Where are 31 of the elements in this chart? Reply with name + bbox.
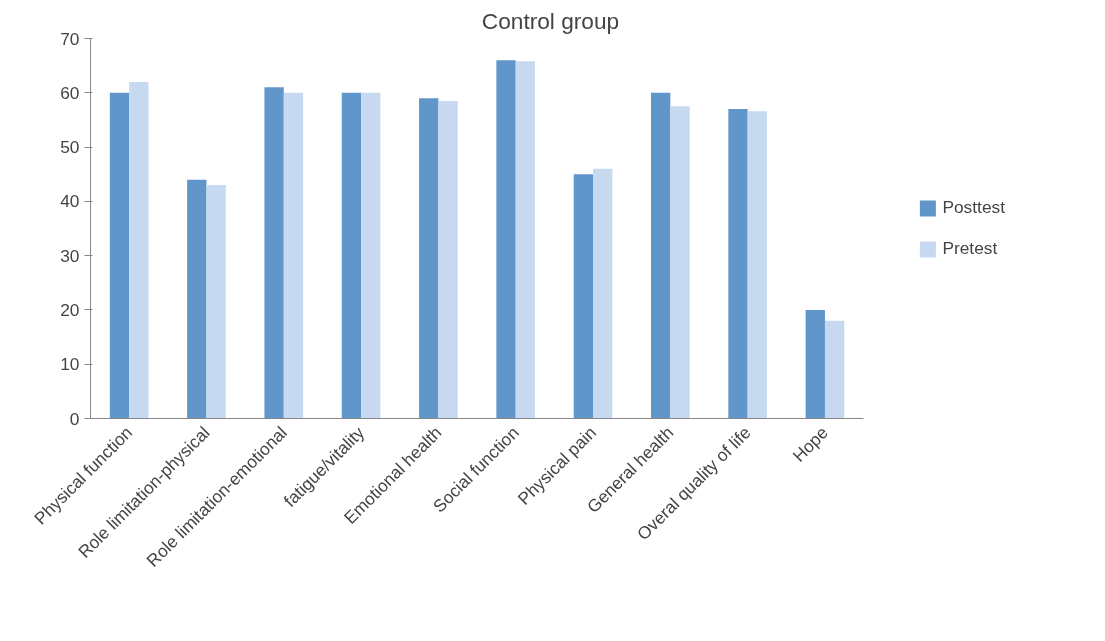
bar <box>805 309 825 419</box>
bar <box>187 179 207 419</box>
bar <box>206 185 226 419</box>
bar <box>109 92 130 419</box>
bar <box>824 320 845 419</box>
bar <box>264 87 284 419</box>
bar <box>438 100 458 419</box>
bar <box>341 92 362 419</box>
bar <box>728 109 748 419</box>
bar <box>573 174 594 419</box>
y-tick-label: 40 <box>60 191 80 212</box>
chart-title: Control group <box>481 7 620 34</box>
bar <box>496 60 516 419</box>
bar <box>670 106 690 419</box>
y-tick-label: 70 <box>60 28 80 49</box>
y-tick-label: 30 <box>60 245 80 266</box>
y-tick-label: 50 <box>60 137 80 158</box>
y-tick-label: 60 <box>60 82 80 103</box>
y-tick-label: 20 <box>60 299 80 320</box>
bar <box>283 92 304 419</box>
bar <box>593 168 613 419</box>
bar <box>651 92 671 419</box>
y-tick-label: 10 <box>60 354 80 375</box>
bar <box>515 61 536 419</box>
legend-label: Pretest <box>942 238 998 259</box>
legend-label: Posttest <box>942 197 1005 218</box>
y-tick-label: 0 <box>69 408 80 429</box>
bar <box>747 111 767 419</box>
bar <box>419 98 439 419</box>
bar <box>361 92 381 419</box>
bar <box>129 81 149 419</box>
